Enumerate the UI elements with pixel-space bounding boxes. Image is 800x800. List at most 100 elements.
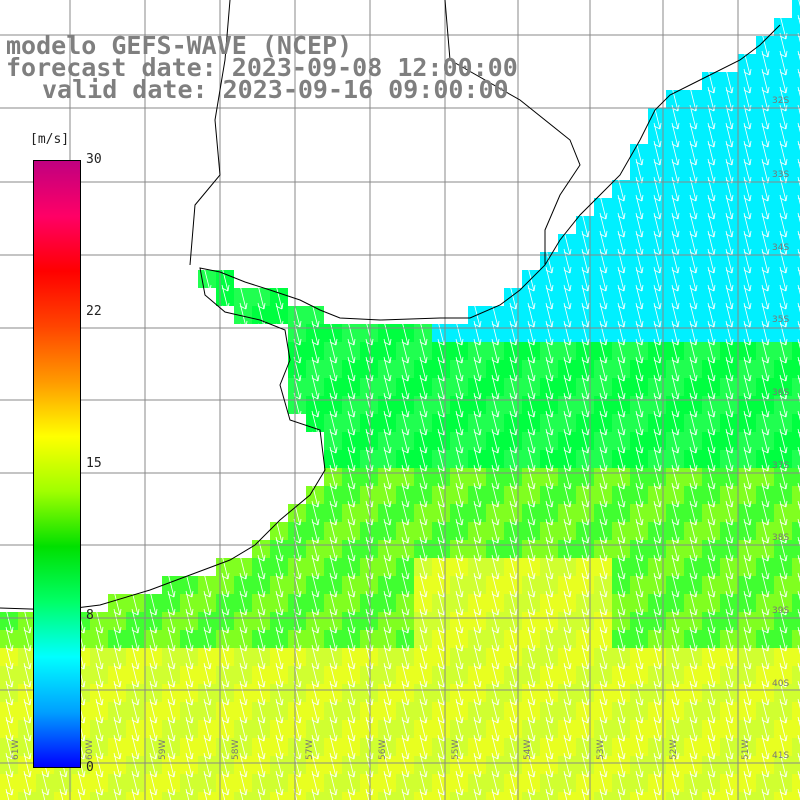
wind-cell [792,612,800,630]
wind-cell [180,792,198,800]
lon-label: 57W [305,740,315,760]
wind-arrow [185,788,190,800]
wind-cell [198,792,216,800]
wind-cell [72,792,90,800]
wind-cell [792,540,800,558]
wind-cell [792,126,800,144]
wind-arrow [203,266,212,292]
wind-cell [432,792,450,800]
wind-cell [792,396,800,414]
wind-cell [414,792,432,800]
wind-arrow [671,788,676,800]
wind-cell [792,450,800,468]
lon-label: 54W [523,740,533,760]
wind-cell [558,792,576,800]
wind-cell [792,234,800,252]
colorbar [33,160,81,768]
wind-arrow [761,788,766,800]
lon-label: 60W [85,740,95,760]
colorbar-tick-8: 8 [86,608,94,623]
wind-cell [468,792,486,800]
wind-cell [792,666,800,684]
wind-cell [792,468,800,486]
wind-cell [792,0,800,18]
lon-label: 56W [378,740,388,760]
wind-arrow [419,788,424,800]
colorbar-tick-15: 15 [86,456,102,471]
wind-cell [216,792,234,800]
wind-cell [792,792,800,800]
wind-arrow [797,788,800,799]
wind-arrow [383,788,388,800]
wind-cell [288,792,306,800]
wind-arrow [491,788,496,800]
wind-arrow [221,788,226,800]
wind-cell [630,792,648,800]
wind-cell [756,792,774,800]
wind-cell [792,414,800,432]
wind-cell [792,54,800,72]
wind-arrow [527,788,532,800]
wind-cell [378,792,396,800]
wind-arrow [131,788,136,800]
lat-label: 35S [772,315,789,325]
wind-arrow [221,284,230,310]
wind-arrow [401,788,406,800]
coastline-path [0,24,781,611]
wind-arrow [455,788,460,800]
lon-label: 59W [158,740,168,760]
colorbar-tick-22: 22 [86,304,102,319]
wind-arrow [725,788,730,800]
wind-cell [792,324,800,342]
wind-cell [684,792,702,800]
lon-label: 53W [596,740,606,760]
lat-label: 37S [772,461,789,471]
wind-cell [792,180,800,198]
coastline [0,0,781,611]
wind-arrow [77,788,82,800]
wind-arrow [779,788,784,800]
wind-cell [792,486,800,504]
wind-cell [792,756,800,774]
wind-cell [792,576,800,594]
wind-cell [450,792,468,800]
wind-arrow [167,788,172,800]
wind-arrow [203,788,208,800]
wind-cell [792,144,800,162]
wind-cell [792,108,800,126]
wind-cell [270,792,288,800]
wind-cell [486,792,504,800]
wind-cell [792,630,800,648]
wind-cell [792,378,800,396]
lon-label: 51W [741,740,751,760]
lat-label: 34S [772,243,789,253]
wind-cell [108,792,126,800]
lat-label: 39S [772,606,789,616]
wind-cell [126,792,144,800]
lon-label: 61W [11,740,21,760]
wind-arrow [617,788,622,800]
wind-cell [540,792,558,800]
wind-arrow [59,788,64,800]
longitude-labels: 61W 60W 59W 58W 57W 56W 55W 54W 53W 52W 51W [11,740,751,760]
wind-arrow [743,788,748,800]
valid-date: valid date: 2023-09-16 09:00:00 [42,75,509,104]
wind-cell [792,36,800,54]
wind-cell [252,792,270,800]
wind-cell [234,792,252,800]
wind-arrow [509,788,514,800]
wind-cell [792,306,800,324]
wind-arrow [599,788,604,800]
wind-cell [792,90,800,108]
wind-arrow [581,788,586,800]
wind-cell [792,432,800,450]
latitude-labels: 32S 33S 34S 35S 36S 37S 38S 39S 40S 41S [772,96,789,761]
wind-cell [576,792,594,800]
wind-arrow [41,788,46,800]
lat-label: 33S [772,170,789,180]
lon-label: 58W [231,740,241,760]
wind-cell [792,72,800,90]
wind-cell [792,288,800,306]
